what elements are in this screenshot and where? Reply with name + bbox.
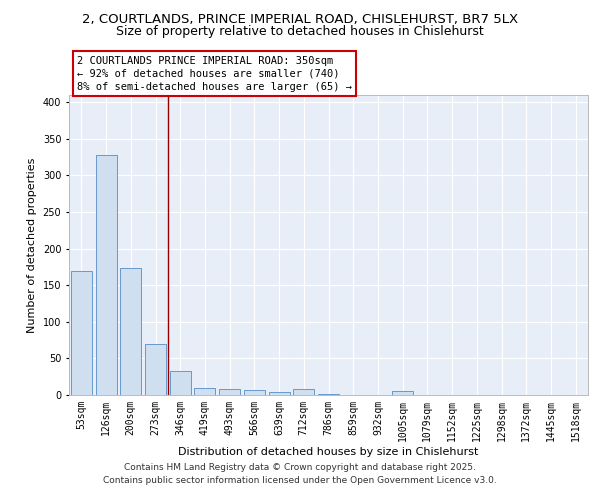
Bar <box>244 390 265 395</box>
Bar <box>269 392 290 395</box>
X-axis label: Distribution of detached houses by size in Chislehurst: Distribution of detached houses by size … <box>178 446 479 456</box>
Bar <box>219 389 240 395</box>
Bar <box>170 371 191 395</box>
Bar <box>95 155 116 395</box>
Bar <box>293 389 314 395</box>
Bar <box>71 270 92 395</box>
Bar <box>392 392 413 395</box>
Bar <box>318 394 339 395</box>
Y-axis label: Number of detached properties: Number of detached properties <box>27 158 37 332</box>
Bar <box>194 388 215 395</box>
Text: 2 COURTLANDS PRINCE IMPERIAL ROAD: 350sqm
← 92% of detached houses are smaller (: 2 COURTLANDS PRINCE IMPERIAL ROAD: 350sq… <box>77 56 352 92</box>
Bar <box>120 268 141 395</box>
Bar <box>145 344 166 395</box>
Text: Size of property relative to detached houses in Chislehurst: Size of property relative to detached ho… <box>116 25 484 38</box>
Text: Contains public sector information licensed under the Open Government Licence v3: Contains public sector information licen… <box>103 476 497 485</box>
Text: Contains HM Land Registry data © Crown copyright and database right 2025.: Contains HM Land Registry data © Crown c… <box>124 462 476 471</box>
Text: 2, COURTLANDS, PRINCE IMPERIAL ROAD, CHISLEHURST, BR7 5LX: 2, COURTLANDS, PRINCE IMPERIAL ROAD, CHI… <box>82 12 518 26</box>
